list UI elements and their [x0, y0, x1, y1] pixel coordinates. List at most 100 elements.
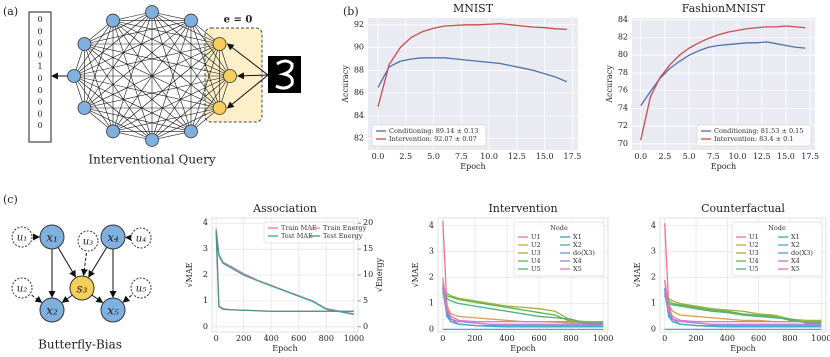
x-tick-label: 0	[214, 334, 219, 343]
node-label: x₂	[46, 304, 58, 318]
edge	[151, 11, 192, 132]
series-line	[442, 287, 604, 325]
y-tick-label: 2	[651, 273, 656, 282]
x-axis-label: Epoch	[730, 344, 755, 353]
edge	[91, 294, 104, 304]
edge	[84, 20, 192, 109]
x-tick-label: 400	[499, 334, 514, 343]
legend-label: Intervention: 92.07 ± 0.07	[389, 135, 477, 143]
x-tick-label: 17.5	[564, 152, 582, 161]
y2-axis-label: √Energy	[375, 257, 384, 292]
series-line	[664, 290, 822, 325]
edge	[73, 20, 114, 77]
legend-box	[263, 221, 355, 244]
node	[11, 277, 33, 299]
y-tick-label: 84	[618, 15, 628, 24]
edge	[31, 294, 43, 303]
edge	[112, 11, 153, 132]
y2-tick-label: 5	[363, 296, 368, 305]
legend-label: U5	[531, 265, 541, 273]
y2-tick-label: 0	[363, 322, 368, 331]
node	[77, 37, 92, 51]
node	[130, 227, 152, 249]
legend-label: Test MAE	[281, 232, 313, 240]
legend-label: Train MAE	[281, 224, 317, 232]
legend-label: X2	[573, 241, 582, 249]
y-tick-label: 74	[618, 103, 628, 112]
node-label: u₅	[136, 284, 146, 295]
legend-label: U5	[749, 265, 759, 273]
x-tick-label: 7.5	[455, 152, 468, 161]
vector-entry: 0	[37, 39, 42, 48]
node	[69, 275, 95, 301]
panel-label: (c)	[3, 193, 18, 206]
x-tick-label: 0.0	[634, 152, 647, 161]
x-tick-label: 5.0	[427, 152, 440, 161]
legend-title: Node	[768, 224, 786, 232]
legend-box	[513, 221, 605, 277]
legend-label: U4	[531, 257, 541, 265]
y-axis-label: Accuracy	[605, 65, 614, 104]
caption: Butterfly-Bias	[38, 338, 122, 352]
node-label: x₁	[46, 231, 58, 245]
legend-box	[731, 221, 823, 277]
vector-entry: 0	[37, 15, 42, 24]
y-tick-label: 0	[429, 324, 434, 333]
x-tick-label: 12.5	[508, 152, 526, 161]
y-tick-label: 70	[618, 139, 628, 148]
edge	[84, 43, 231, 77]
node	[100, 224, 126, 250]
y-tick-label: 3	[651, 247, 656, 256]
y-axis-label: √MAE	[633, 262, 642, 287]
y-tick-label: 1	[651, 299, 656, 308]
y2-tick-label: 15	[363, 244, 373, 253]
y-tick-label: 78	[618, 68, 628, 77]
y-tick-label: 3	[429, 247, 434, 256]
node	[77, 101, 92, 115]
y-tick-label: 4	[429, 221, 434, 230]
caption: Interventional Query	[88, 153, 216, 167]
x-tick-label: 2.5	[399, 152, 412, 161]
y-axis-label: √MAE	[185, 262, 194, 287]
y-tick-label: 1	[203, 296, 208, 305]
node-label: u₁	[17, 233, 27, 244]
edge	[80, 252, 88, 277]
legend-label: X2	[791, 241, 800, 249]
chart-title: Intervention	[488, 202, 557, 215]
x-tick-label: 10.0	[480, 152, 498, 161]
series-line	[442, 292, 604, 325]
y-axis-label: √MAE	[411, 262, 420, 287]
series-line	[442, 282, 604, 324]
edge	[57, 247, 76, 278]
legend-label: U1	[531, 233, 541, 241]
chart-title: Counterfactual	[701, 202, 785, 215]
legend-label: U3	[531, 249, 541, 257]
x-axis-label: Epoch	[711, 162, 736, 171]
y-tick-label: 82	[618, 32, 628, 41]
x-tick-label: 5.0	[683, 152, 696, 161]
edge	[84, 43, 153, 141]
edge	[84, 75, 231, 109]
arrow	[226, 74, 269, 109]
node	[145, 133, 159, 147]
edge	[84, 20, 114, 109]
legend-box	[696, 124, 812, 147]
edge	[84, 43, 192, 132]
edge	[84, 107, 153, 141]
legend-label: U3	[749, 249, 759, 257]
panel-label: (b)	[343, 5, 359, 18]
legend-label: U2	[749, 241, 759, 249]
y-tick-label: 4	[651, 221, 656, 230]
edge	[73, 75, 192, 132]
arrow	[237, 72, 269, 80]
series-line	[215, 230, 354, 316]
vector-entry: 0	[37, 109, 42, 118]
node	[212, 101, 227, 115]
x-axis-label: Epoch	[510, 344, 535, 353]
diagram-a: e = 0 Interventional Query 0 0 0 0 1 0 0 0 0 0	[28, 5, 301, 167]
y-tick-label: 2	[429, 273, 434, 282]
edge	[112, 20, 192, 132]
node	[184, 124, 198, 139]
node-label: u₄	[136, 234, 146, 245]
